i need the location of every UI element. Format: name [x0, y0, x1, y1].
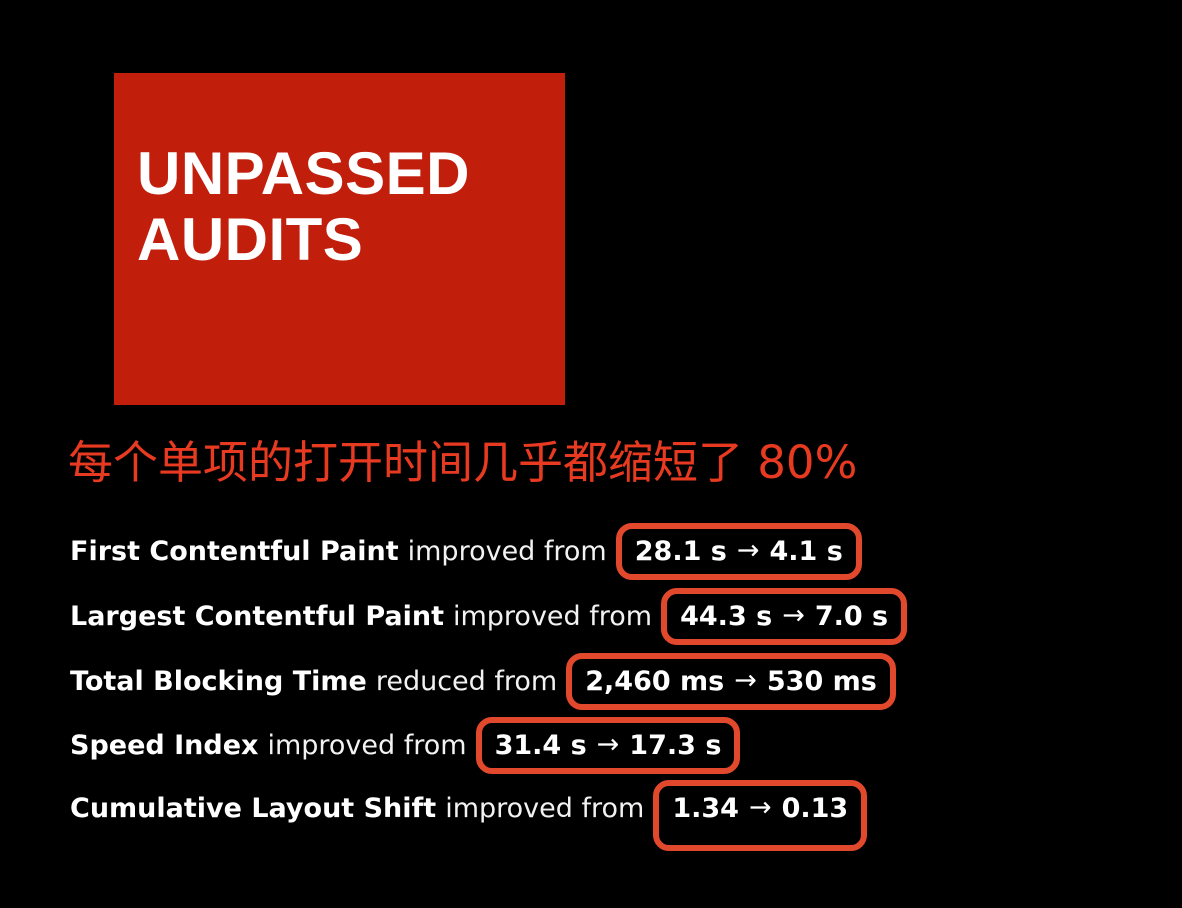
subtitle-chinese: 每个单项的打开时间几乎都缩短了 80%	[68, 436, 858, 489]
metric-value-box: 44.3 s → 7.0 s	[661, 587, 908, 645]
metric-row-cumulative-layout-shift: Cumulative Layout Shift improved from 1.…	[70, 776, 868, 851]
title-line-2: AUDITS	[137, 206, 364, 273]
metric-row-first-contentful-paint: First Contentful Paint improved from 28.…	[70, 519, 862, 583]
metric-after-value: 7.0 s	[814, 600, 889, 632]
metric-after-value: 530 ms	[766, 665, 877, 697]
metric-value-box: 31.4 s → 17.3 s	[475, 716, 741, 774]
arrow-right-icon: →	[782, 599, 805, 631]
metric-verb: improved from	[452, 600, 653, 632]
arrow-right-icon: →	[736, 534, 760, 566]
metric-label: Speed Index	[70, 729, 259, 761]
metric-before-value: 44.3 s	[680, 600, 773, 632]
arrow-right-icon: →	[734, 664, 757, 696]
metric-label: Largest Contentful Paint	[70, 600, 444, 632]
metric-verb: improved from	[445, 792, 645, 824]
metric-before-value: 28.1 s	[634, 535, 727, 567]
metric-after-value: 0.13	[781, 792, 849, 824]
metric-value-box: 28.1 s → 4.1 s	[615, 522, 862, 580]
metric-label: Total Blocking Time	[70, 665, 367, 697]
arrow-right-icon: →	[748, 791, 772, 823]
metric-before-value: 1.34	[672, 792, 739, 824]
metric-after-value: 17.3 s	[629, 729, 722, 761]
metric-verb: reduced from	[375, 665, 558, 697]
metric-row-total-blocking-time: Total Blocking Time reduced from 2,460 m…	[70, 649, 896, 713]
title-line-1: UNPASSED	[137, 140, 470, 207]
metric-label: First Contentful Paint	[70, 535, 399, 567]
metric-verb: improved from	[407, 535, 607, 567]
metric-verb: improved from	[267, 729, 467, 761]
metric-row-speed-index: Speed Index improved from 31.4 s → 17.3 …	[70, 713, 741, 777]
metric-before-value: 31.4 s	[494, 729, 587, 761]
metric-row-largest-contentful-paint: Largest Contentful Paint improved from 4…	[70, 584, 908, 648]
metric-value-box: 1.34 → 0.13	[653, 779, 868, 851]
arrow-right-icon: →	[596, 728, 620, 760]
metric-value-box: 2,460 ms → 530 ms	[566, 652, 896, 710]
metric-after-value: 4.1 s	[769, 535, 843, 567]
title-block: UNPASSED AUDITS	[114, 73, 565, 405]
metric-label: Cumulative Layout Shift	[70, 792, 437, 824]
metric-before-value: 2,460 ms	[585, 665, 725, 697]
